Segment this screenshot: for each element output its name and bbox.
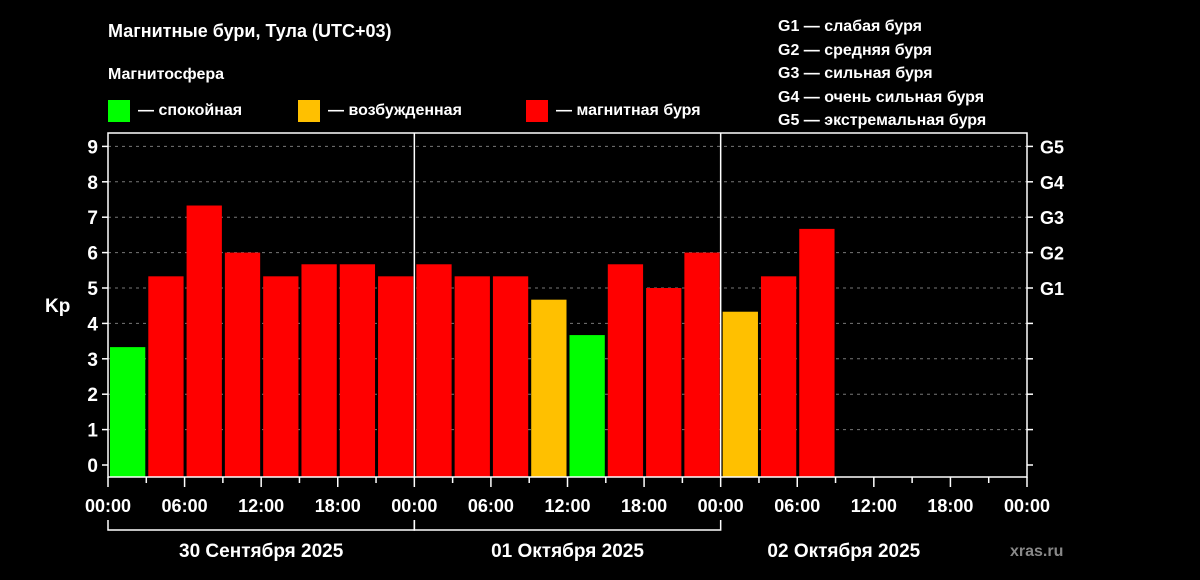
x-tick-label: 06:00 bbox=[162, 496, 208, 516]
g-scale-item: G5 — экстремальная буря bbox=[778, 112, 987, 129]
x-tick-label: 18:00 bbox=[621, 496, 667, 516]
y-tick-label: 1 bbox=[87, 421, 98, 442]
bar bbox=[263, 276, 299, 477]
bar bbox=[684, 252, 720, 477]
bar bbox=[224, 252, 261, 477]
g-scale-item: G1 — слабая буря bbox=[778, 18, 923, 35]
g-level-label: G5 bbox=[1040, 137, 1064, 157]
day-label: 01 Октября 2025 bbox=[491, 541, 644, 562]
x-tick-label: 00:00 bbox=[85, 496, 131, 516]
legend-title: Магнитосфера bbox=[108, 66, 225, 83]
x-tick-label: 00:00 bbox=[698, 496, 744, 516]
bar bbox=[186, 205, 222, 477]
y-tick-label: 8 bbox=[87, 173, 98, 194]
bar bbox=[416, 264, 452, 477]
bar bbox=[492, 276, 529, 477]
legend-label: — магнитная буря bbox=[556, 102, 701, 119]
y-tick-label: 7 bbox=[87, 208, 98, 229]
bar bbox=[148, 276, 184, 477]
legend-swatch bbox=[298, 100, 320, 122]
legend-label: — спокойная bbox=[138, 102, 243, 119]
watermark: xras.ru bbox=[1010, 543, 1063, 560]
y-tick-label: 5 bbox=[87, 279, 98, 300]
x-tick-label: 18:00 bbox=[927, 496, 973, 516]
day-label: 02 Октября 2025 bbox=[767, 541, 920, 562]
legend-item-storm: — магнитная буря bbox=[526, 100, 701, 122]
bar bbox=[607, 264, 644, 477]
g-scale-item: G2 — средняя буря bbox=[778, 41, 932, 59]
x-tick-label: 00:00 bbox=[1004, 496, 1050, 516]
bar bbox=[454, 276, 490, 477]
bar bbox=[760, 276, 797, 477]
legend-item-quiet: — спокойная bbox=[108, 100, 242, 122]
bar bbox=[569, 335, 605, 477]
g-scale-legend: G1 — слабая буря G2 — средняя буря G3 — … bbox=[778, 15, 986, 133]
chart-title: Магнитные бури, Тула (UTC+03) bbox=[108, 21, 392, 41]
y-tick-label: 2 bbox=[87, 385, 98, 406]
g-scale-item: G3 — сильная буря bbox=[778, 65, 933, 82]
day-bracket bbox=[413, 520, 722, 531]
bar bbox=[799, 228, 835, 477]
g-level-label: G1 bbox=[1040, 279, 1064, 299]
legend-label: — возбужденная bbox=[328, 102, 462, 119]
y-tick-label: 9 bbox=[87, 137, 98, 158]
legend-item-active: — возбужденная bbox=[298, 100, 462, 122]
x-tick-label: 06:00 bbox=[774, 496, 820, 516]
x-tick-label: 00:00 bbox=[391, 496, 437, 516]
g-scale-item: G4 — очень сильная буря bbox=[778, 88, 985, 106]
y-tick-label: 3 bbox=[87, 350, 98, 371]
x-tick-label: 18:00 bbox=[315, 496, 361, 516]
x-tick-label: 12:00 bbox=[851, 496, 897, 516]
x-tick-label: 12:00 bbox=[238, 496, 284, 516]
g-level-label: G4 bbox=[1040, 173, 1064, 193]
bar bbox=[301, 264, 337, 477]
y-tick-label: 4 bbox=[87, 314, 98, 335]
bar bbox=[646, 288, 682, 477]
g-level-label: G3 bbox=[1040, 208, 1064, 228]
day-label: 30 Сентября 2025 bbox=[179, 541, 344, 562]
bar bbox=[110, 347, 146, 477]
y-axis-label: Kp bbox=[45, 296, 70, 317]
x-tick-label: 12:00 bbox=[544, 496, 590, 516]
y-tick-label: 6 bbox=[87, 244, 98, 265]
bar bbox=[531, 299, 567, 477]
y-tick-label: 0 bbox=[87, 456, 98, 477]
bar bbox=[378, 276, 414, 477]
bar bbox=[722, 311, 758, 477]
legend-swatch bbox=[108, 100, 130, 122]
x-tick-label: 06:00 bbox=[468, 496, 514, 516]
g-level-label: G2 bbox=[1040, 244, 1064, 264]
day-bracket bbox=[107, 520, 416, 531]
legend-swatch bbox=[526, 100, 548, 122]
bar bbox=[339, 264, 376, 477]
